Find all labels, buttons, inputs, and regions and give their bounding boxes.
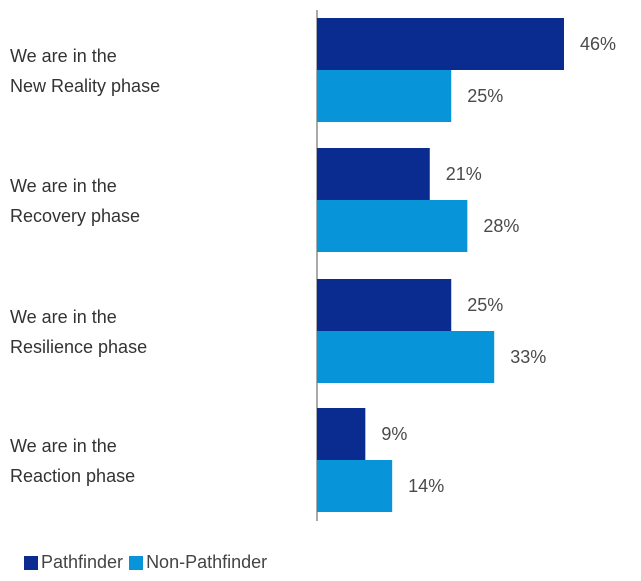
value-label: 46% [580, 34, 616, 54]
bars [317, 18, 564, 512]
category-label: We are in the Recovery phase [10, 176, 140, 226]
legend-label-non-pathfinder: Non-Pathfinder [146, 552, 268, 572]
value-label: 25% [467, 86, 503, 106]
value-labels: 46% 25% 21% 28% 25% 33% 9% 14% [381, 34, 616, 496]
category-label-line: We are in the [10, 176, 117, 196]
bar-non-pathfinder [317, 331, 495, 383]
bar-pathfinder [317, 18, 564, 70]
category-label-line: We are in the [10, 307, 117, 327]
category-label-line: New Reality phase [10, 76, 160, 96]
legend-label-pathfinder: Pathfinder [41, 552, 124, 572]
bar-non-pathfinder [317, 460, 393, 512]
category-label: We are in the New Reality phase [10, 46, 160, 96]
value-label: 9% [381, 424, 407, 444]
legend-swatch-pathfinder [24, 555, 38, 570]
category-label-line: Recovery phase [10, 206, 140, 226]
value-label: 21% [446, 164, 482, 184]
value-label: 28% [483, 216, 519, 236]
category-label-line: Reaction phase [10, 466, 135, 486]
bar-pathfinder [317, 408, 366, 460]
legend: Pathfinder Non-Pathfinder [24, 552, 273, 573]
legend-item-non-pathfinder: Non-Pathfinder [129, 552, 267, 573]
value-label: 25% [467, 295, 503, 315]
value-label: 14% [408, 476, 444, 496]
category-label-line: Resilience phase [10, 337, 147, 357]
bar-non-pathfinder [317, 70, 452, 122]
category-label-line: We are in the [10, 46, 117, 66]
legend-item-pathfinder: Pathfinder [24, 552, 123, 573]
category-label-line: We are in the [10, 436, 117, 456]
legend-swatch-non-pathfinder [129, 555, 144, 570]
category-label: We are in the Reaction phase [10, 436, 135, 486]
category-label: We are in the Resilience phase [10, 307, 147, 357]
bar-pathfinder [317, 148, 430, 200]
value-label: 33% [510, 347, 546, 367]
bar-pathfinder [317, 279, 452, 331]
bar-non-pathfinder [317, 200, 468, 252]
